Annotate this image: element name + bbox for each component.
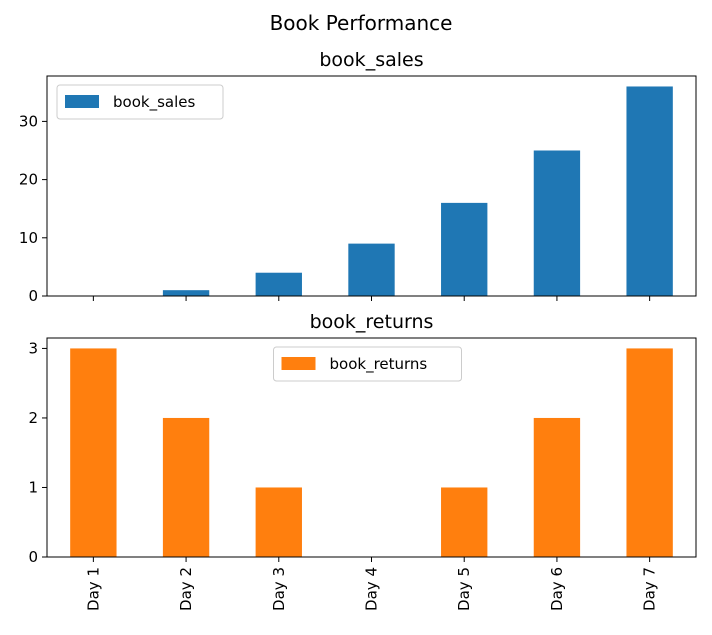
bar-day-4 — [348, 243, 395, 296]
x-tick-label: Day 3 — [270, 567, 288, 611]
y-tick-label: 3 — [28, 339, 38, 357]
bar-day-2 — [162, 417, 210, 557]
legend-label: book_sales — [113, 93, 195, 112]
x-tick-label: Day 2 — [177, 567, 195, 611]
legend: book_returns — [273, 346, 462, 382]
bar-day-7 — [626, 348, 673, 557]
bar-day-3 — [255, 272, 302, 296]
x-tick-label: Day 4 — [363, 567, 381, 611]
x-tick-label: Day 1 — [84, 567, 102, 611]
bar-day-6 — [533, 417, 581, 557]
y-tick-label: 2 — [28, 409, 38, 427]
chart-panel-1: book_sales 0 10 20 30 book_sales — [19, 49, 697, 305]
x-tick-label: Day 7 — [641, 567, 659, 611]
y-tick-label: 30 — [19, 112, 38, 130]
x-tick-label: Day 5 — [455, 567, 473, 611]
legend-swatch — [65, 95, 99, 108]
legend-label: book_returns — [330, 355, 428, 374]
bar-day-2 — [162, 290, 210, 296]
chart-panel-2: book_returns Day 1 Day 2 Day 3 Day 4 Day 5 Day… — [28, 311, 697, 611]
legend-frame — [56, 84, 224, 120]
y-tick-label: 20 — [19, 171, 38, 189]
figure-title: Book Performance — [270, 11, 453, 35]
y-tick-label: 0 — [28, 548, 38, 566]
x-tick-label: Day 6 — [548, 567, 566, 611]
bar-day-1 — [70, 348, 117, 557]
y-tick-label: 10 — [19, 229, 38, 247]
panel-title: book_sales — [319, 49, 423, 71]
bar-day-6 — [533, 150, 581, 296]
legend-swatch — [281, 357, 316, 370]
legend: book_sales — [56, 84, 224, 120]
panel-title: book_returns — [310, 311, 434, 333]
legend-frame — [273, 346, 462, 382]
bar-day-3 — [255, 487, 302, 557]
bar-day-5 — [441, 487, 488, 557]
y-tick-label: 0 — [28, 287, 38, 305]
y-tick-label: 1 — [28, 478, 38, 496]
bar-day-7 — [626, 86, 673, 296]
bar-day-5 — [441, 202, 488, 296]
